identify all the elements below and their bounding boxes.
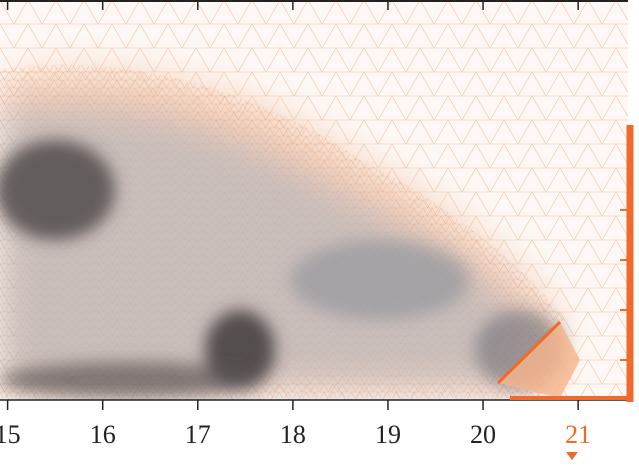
x-tick-label: 18 bbox=[280, 420, 306, 449]
x-tick-label: 16 bbox=[90, 420, 116, 449]
field bbox=[0, 0, 628, 400]
x-tick-label: 15 bbox=[0, 420, 21, 449]
x-tick-label: 20 bbox=[470, 420, 496, 449]
x-tick-label: 19 bbox=[375, 420, 401, 449]
x-tick-label: 21 bbox=[565, 420, 591, 449]
x-tick-label: 17 bbox=[185, 420, 211, 449]
chart: 15 16 17 18 19 20 21 bbox=[0, 0, 639, 476]
